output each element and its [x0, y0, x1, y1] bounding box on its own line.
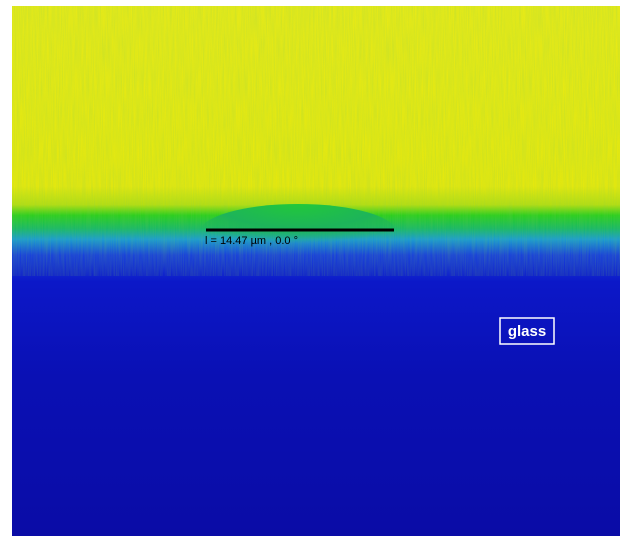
annotation-label: glass — [508, 323, 546, 340]
micrograph-view: l = 14.47 µm , 0.0 ° glass — [0, 0, 623, 541]
page: l = 14.47 µm , 0.0 ° glass (() => { cons… — [0, 0, 623, 541]
feature-bump — [200, 204, 396, 260]
measure-label: l = 14.47 µm , 0.0 ° — [205, 235, 298, 247]
